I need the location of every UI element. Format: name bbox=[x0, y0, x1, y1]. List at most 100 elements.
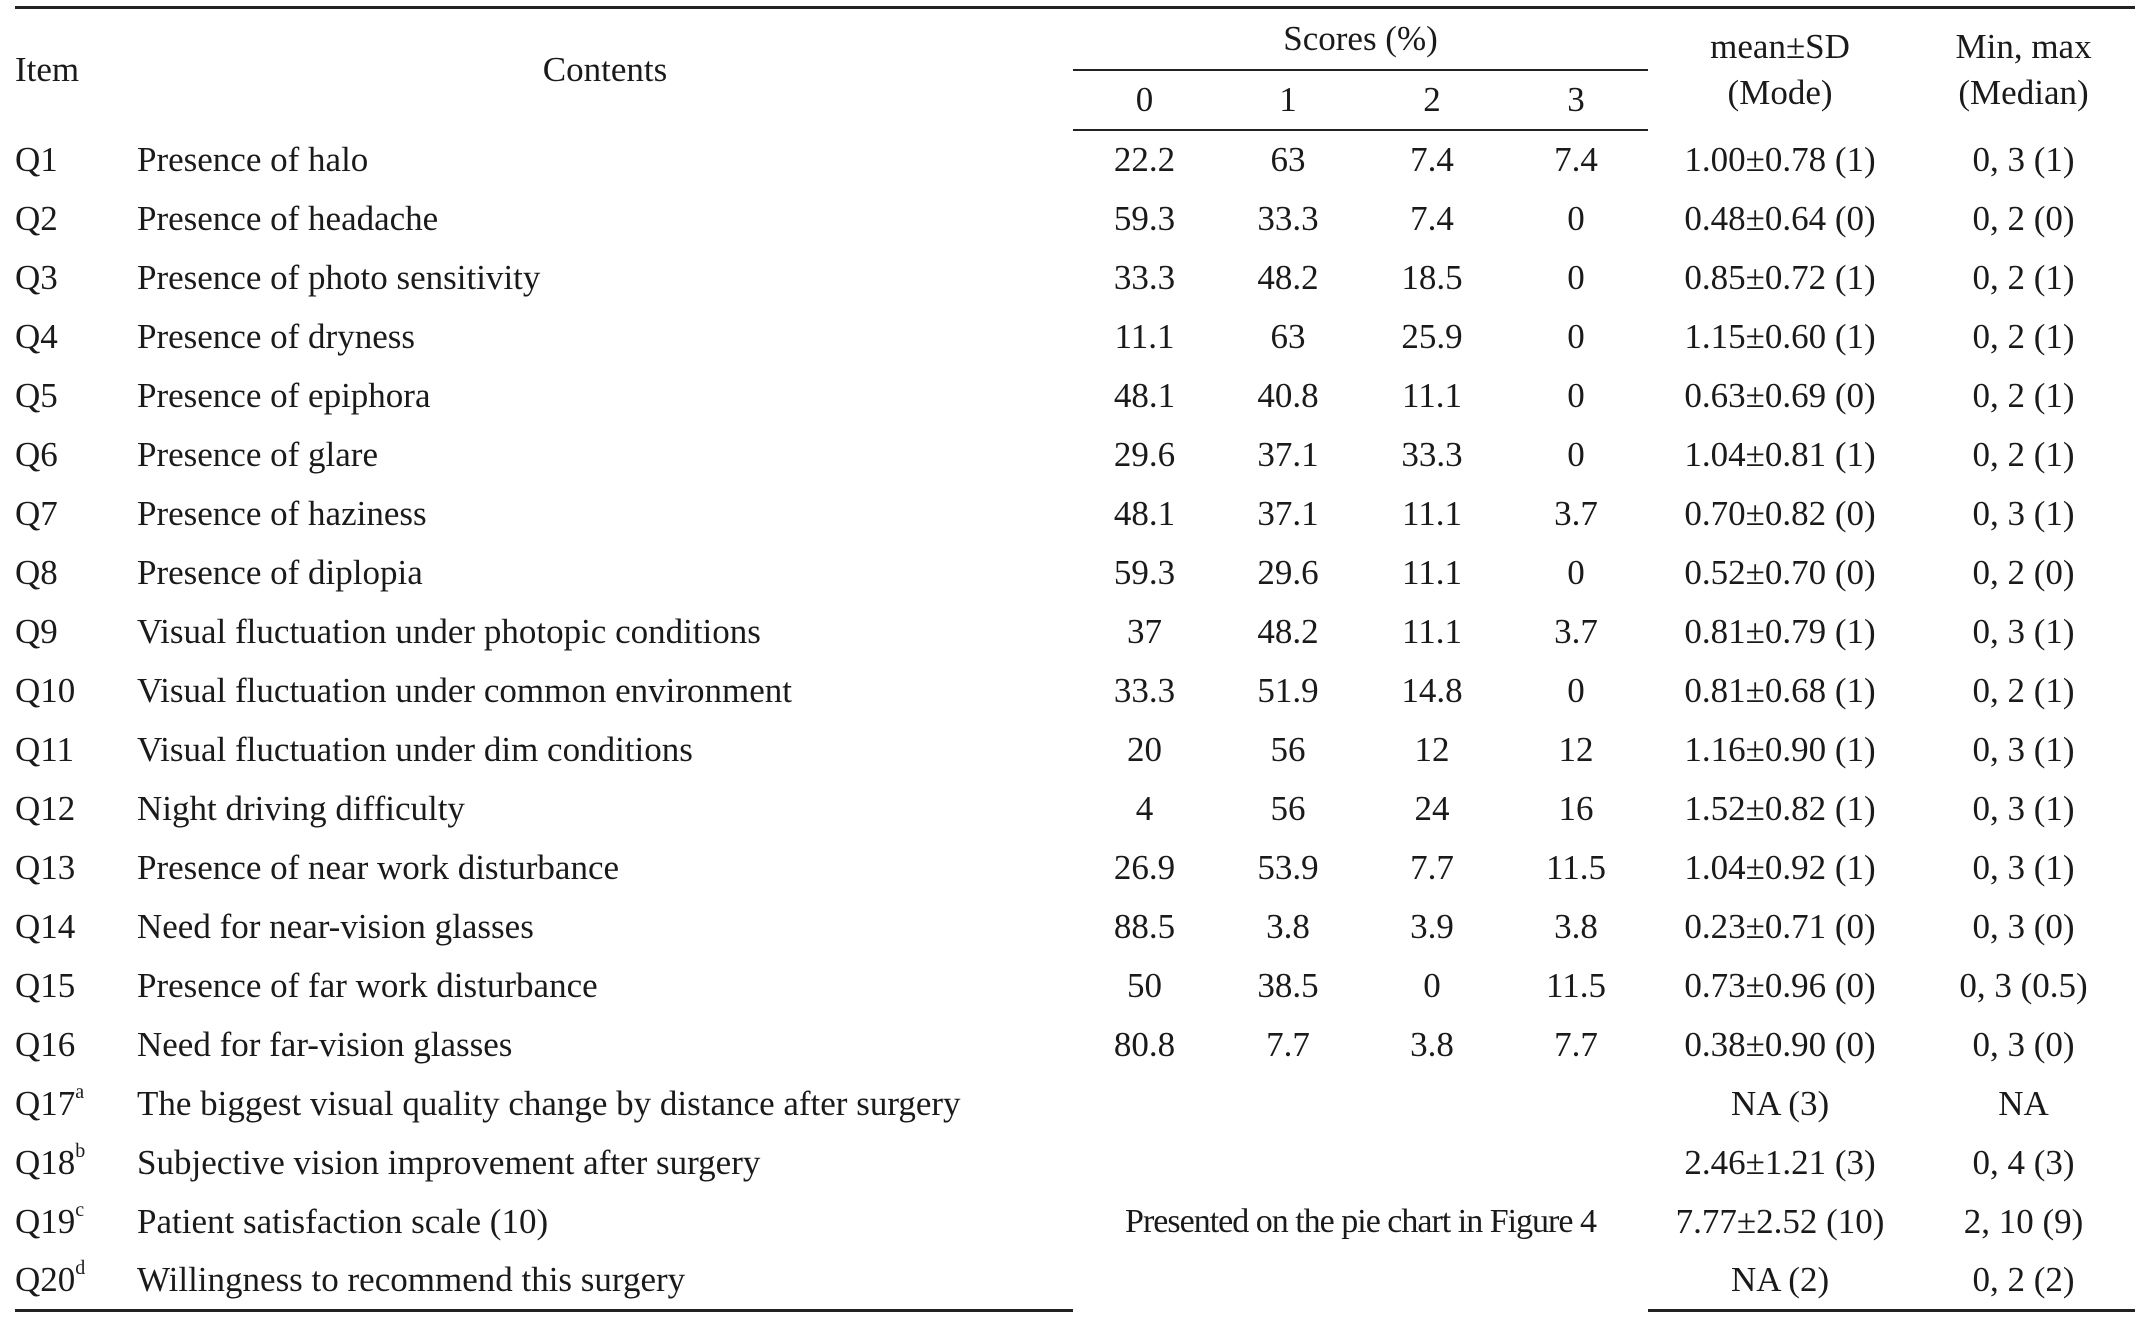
score-2-cell: 11.1 bbox=[1402, 611, 1462, 651]
mean-sd-cell: 1.15±0.60 (1) bbox=[1684, 316, 1876, 356]
header-scores-group: Scores (%) bbox=[1073, 6, 1649, 71]
min-max-cell: 0, 3 (0) bbox=[1972, 906, 2075, 946]
score-2-cell: 11.1 bbox=[1402, 493, 1462, 533]
min-max-cell: 0, 2 (1) bbox=[1972, 670, 2075, 710]
score-2-cell: 12 bbox=[1414, 729, 1450, 769]
score-2-cell: 11.1 bbox=[1402, 552, 1462, 592]
table-row: Q1 Presence of halo 22.2 63 7.4 7.4 1.00±0.78 … bbox=[15, 130, 2135, 189]
score-1-cell: 56 bbox=[1270, 729, 1306, 769]
mean-sd-cell: 0.52±0.70 (0) bbox=[1684, 552, 1876, 592]
contents-cell: Presence of photo sensitivity bbox=[137, 257, 541, 297]
min-max-cell: 0, 3 (0.5) bbox=[1959, 965, 2088, 1005]
item-cell: Q6 bbox=[15, 434, 58, 474]
score-3-cell: 3.7 bbox=[1554, 611, 1598, 651]
score-1-cell: 53.9 bbox=[1257, 847, 1319, 887]
header-contents: Contents bbox=[137, 6, 1073, 130]
contents-cell: Presence of glare bbox=[137, 434, 378, 474]
score-1-cell: 3.8 bbox=[1266, 906, 1310, 946]
mean-sd-cell: 1.04±0.81 (1) bbox=[1684, 434, 1876, 474]
contents-cell: Presence of diplopia bbox=[137, 552, 423, 592]
contents-cell: Presence of headache bbox=[137, 198, 439, 238]
contents-cell: Presence of epiphora bbox=[137, 375, 431, 415]
table-row: Q2 Presence of headache 59.3 33.3 7.4 0 0.48±0… bbox=[15, 189, 2135, 248]
score-0-cell: 4 bbox=[1135, 788, 1154, 828]
contents-cell: Night driving difficulty bbox=[137, 788, 465, 828]
min-max-cell: 0, 3 (1) bbox=[1972, 788, 2075, 828]
score-3-cell: 0 bbox=[1567, 257, 1585, 297]
mean-sd-cell: 0.81±0.68 (1) bbox=[1684, 670, 1876, 710]
score-3-cell: 0 bbox=[1567, 434, 1585, 474]
table-row: Q9 Visual fluctuation under photopic cond… bbox=[15, 602, 2135, 661]
table-row: Q19c Patient satisfaction scale (10) 7.7… bbox=[15, 1192, 2135, 1251]
item-cell: Q1 bbox=[15, 139, 58, 179]
contents-cell: Subjective vision improvement after surg… bbox=[137, 1142, 761, 1182]
score-1-cell: 29.6 bbox=[1257, 552, 1319, 592]
mean-sd-cell: 1.00±0.78 (1) bbox=[1684, 139, 1876, 179]
score-0-cell: 22.2 bbox=[1113, 140, 1176, 179]
score-3-cell: 12 bbox=[1558, 729, 1594, 769]
header-min-max: Min, max (Median) bbox=[1912, 6, 2136, 130]
contents-cell: Need for near-vision glasses bbox=[137, 906, 534, 946]
score-0-cell: 29.6 bbox=[1113, 434, 1176, 474]
survey-results-table: Item Contents Scores (%) mean±SD (Mode) … bbox=[15, 6, 2136, 1312]
contents-cell: Presence of halo bbox=[137, 139, 369, 179]
min-max-cell: NA bbox=[1998, 1083, 2049, 1123]
pie-chart-note: Presented on the pie chart in Figure 4 bbox=[1125, 1202, 1597, 1240]
min-max-cell: 0, 3 (1) bbox=[1972, 611, 2075, 651]
contents-cell: Visual fluctuation under common environm… bbox=[137, 670, 792, 710]
table-row: Q5 Presence of epiphora 48.1 40.8 11.1 0 0.63±… bbox=[15, 366, 2135, 425]
min-max-cell: 0, 3 (1) bbox=[1972, 847, 2075, 887]
mean-sd-cell: 1.52±0.82 (1) bbox=[1684, 788, 1876, 828]
score-3-cell: 11.5 bbox=[1546, 965, 1606, 1005]
contents-cell: The biggest visual quality change by dis… bbox=[137, 1083, 961, 1123]
score-1-cell: 37.1 bbox=[1257, 434, 1319, 474]
score-3-cell: 7.4 bbox=[1554, 140, 1598, 179]
table-header: Item Contents Scores (%) mean±SD (Mode) … bbox=[15, 6, 2136, 131]
score-2-cell: 18.5 bbox=[1401, 257, 1463, 297]
table-row: Q3 Presence of photo sensitivity 33.3 48.2 1… bbox=[15, 248, 2135, 307]
score-0-cell: 59.3 bbox=[1113, 552, 1176, 592]
mean-sd-cell: NA (3) bbox=[1730, 1083, 1830, 1123]
header-item: Item bbox=[15, 6, 137, 130]
item-cell: Q18b bbox=[15, 1133, 137, 1192]
min-max-cell: 0, 3 (1) bbox=[1972, 729, 2075, 769]
item-cell: Q13 bbox=[15, 847, 76, 887]
min-max-cell: 0, 2 (1) bbox=[1972, 316, 2075, 356]
contents-cell: Presence of dryness bbox=[137, 316, 415, 356]
score-0-cell: 88.5 bbox=[1113, 906, 1176, 946]
table-body: Q1 Presence of halo 22.2 63 7.4 7.4 1.00±0.78 … bbox=[15, 130, 2136, 1312]
min-max-cell: 0, 4 (3) bbox=[1972, 1142, 2075, 1182]
score-1-cell: 51.9 bbox=[1257, 670, 1319, 710]
score-3-cell: 0 bbox=[1567, 375, 1585, 415]
min-max-cell: 0, 3 (1) bbox=[1972, 139, 2075, 179]
score-0-cell: 48.1 bbox=[1113, 493, 1176, 533]
score-1-cell: 40.8 bbox=[1257, 375, 1319, 415]
score-3-cell: 0 bbox=[1567, 670, 1585, 710]
score-1-cell: 37.1 bbox=[1257, 493, 1319, 533]
score-3-cell: 7.7 bbox=[1554, 1024, 1598, 1064]
table-row: Q15 Presence of far work disturbance 50 38.… bbox=[15, 956, 2135, 1015]
score-1-cell: 48.2 bbox=[1257, 611, 1319, 651]
table-row: Q17a The biggest visual quality change b… bbox=[15, 1074, 2135, 1133]
header-mean-sd: mean±SD (Mode) bbox=[1648, 6, 1913, 130]
header-score-2: 2 bbox=[1360, 70, 1504, 131]
score-2-cell: 7.4 bbox=[1410, 140, 1454, 179]
table-row: Q4 Presence of dryness 11.1 63 25.9 0 1.15±0.6… bbox=[15, 307, 2135, 366]
score-2-cell: 0 bbox=[1423, 965, 1441, 1005]
mean-sd-cell: 0.38±0.90 (0) bbox=[1684, 1024, 1876, 1064]
score-0-cell: 50 bbox=[1127, 965, 1162, 1005]
item-label: Q17 bbox=[15, 1083, 76, 1123]
table-row: Q14 Need for near-vision glasses 88.5 3.8 3.… bbox=[15, 897, 2135, 956]
item-cell: Q17a bbox=[15, 1074, 137, 1133]
table-row: Q20d Willingness to recommend this surge… bbox=[15, 1251, 2136, 1312]
score-2-cell: 3.8 bbox=[1410, 1024, 1454, 1064]
item-cell: Q4 bbox=[15, 316, 58, 356]
footnote-marker: a bbox=[75, 1080, 85, 1103]
score-2-cell: 11.1 bbox=[1402, 375, 1462, 415]
mean-sd-cell: 0.85±0.72 (1) bbox=[1684, 257, 1876, 297]
item-cell: Q15 bbox=[15, 965, 76, 1005]
mean-sd-cell: 0.48±0.64 (0) bbox=[1684, 198, 1876, 238]
score-1-cell: 63 bbox=[1270, 316, 1306, 356]
score-3-cell: 16 bbox=[1558, 788, 1594, 828]
